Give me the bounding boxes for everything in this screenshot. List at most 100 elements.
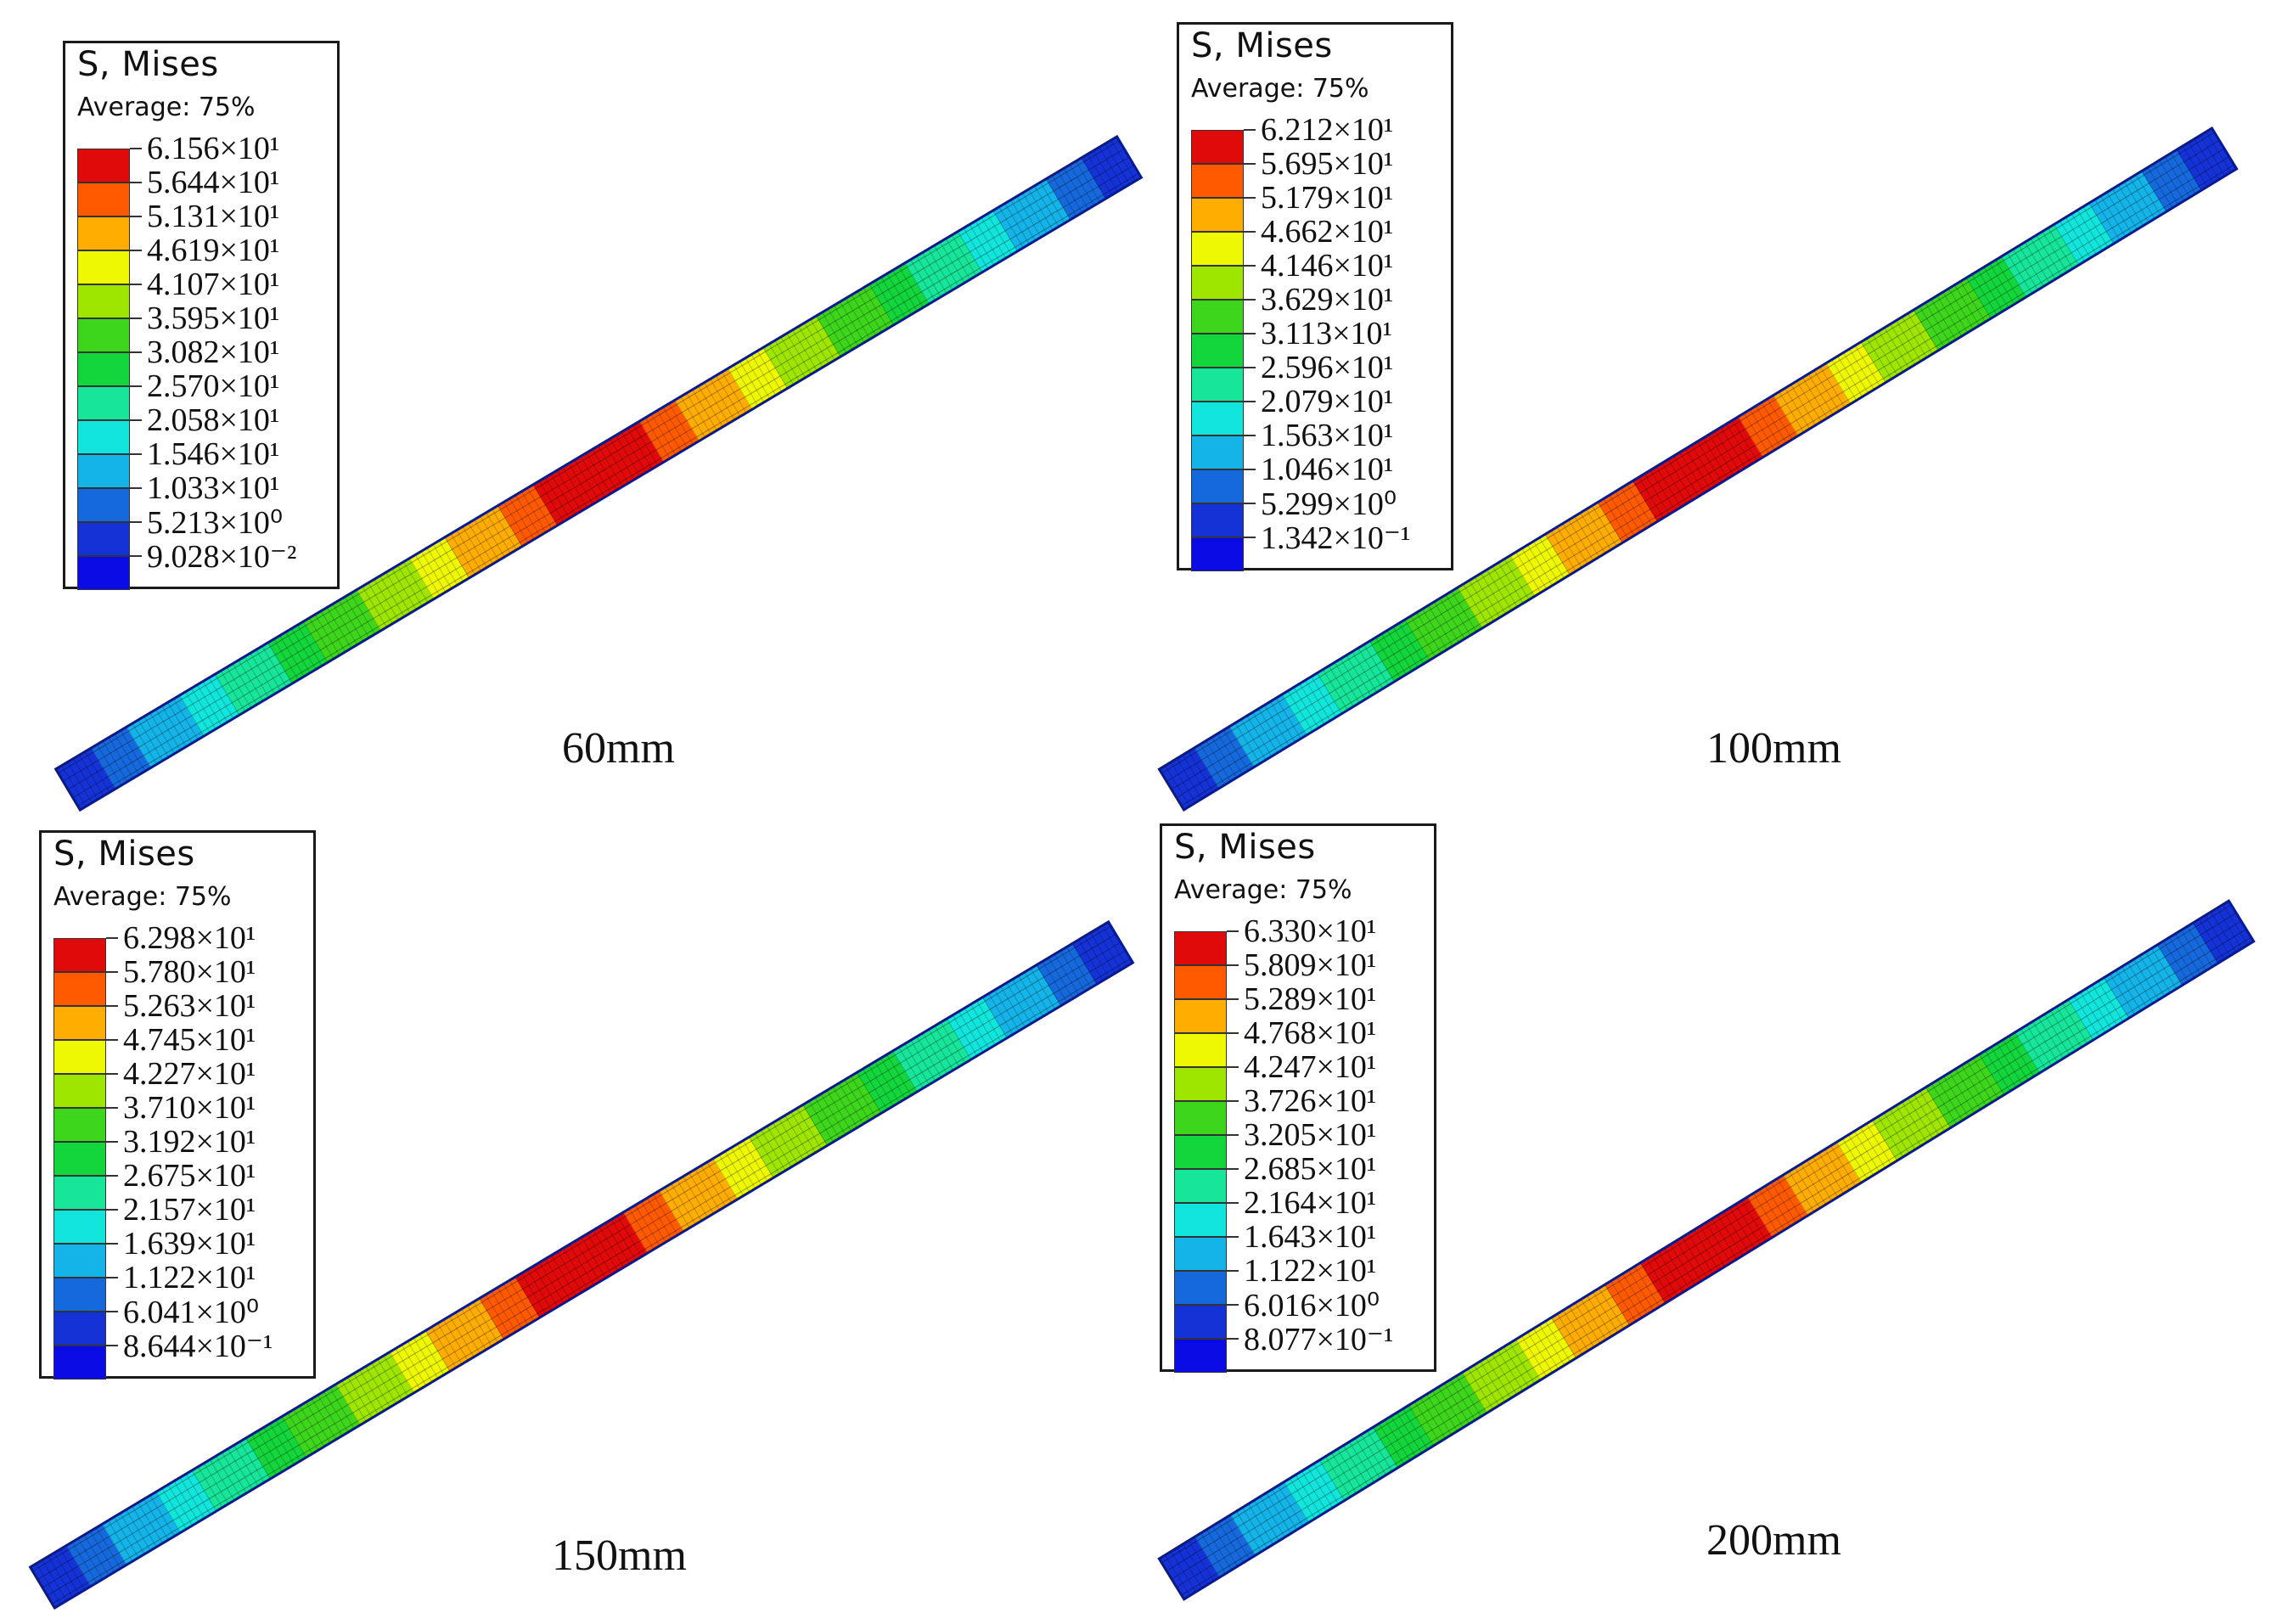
mesh-line bbox=[1848, 348, 1874, 391]
mesh-line bbox=[1467, 1368, 1494, 1410]
mesh-line bbox=[733, 364, 759, 407]
mesh-line bbox=[1181, 164, 2234, 806]
mesh-line bbox=[1486, 569, 1512, 611]
mesh-line bbox=[53, 1552, 80, 1594]
mesh-line bbox=[1077, 939, 1104, 981]
mesh-line bbox=[444, 537, 470, 579]
legend-value-label: 1.342×10⁻¹ bbox=[1244, 520, 1410, 556]
mesh-line bbox=[1012, 979, 1037, 1020]
mesh-line bbox=[1841, 1138, 1869, 1179]
mesh-line bbox=[1045, 178, 1071, 220]
mesh-line bbox=[1936, 1079, 1964, 1121]
mesh-line bbox=[975, 221, 1001, 262]
mesh-line bbox=[1661, 463, 1688, 504]
mesh-line bbox=[2168, 936, 2195, 979]
mesh-line bbox=[2123, 181, 2150, 223]
mesh-line bbox=[305, 1402, 331, 1444]
mesh-line bbox=[293, 1408, 319, 1451]
mesh-line bbox=[706, 1161, 733, 1204]
mesh-line bbox=[1550, 530, 1577, 572]
mesh-line bbox=[71, 1542, 98, 1583]
legend-150mm: S, Mises Average: 75% 6.298×10¹ 5.780×10¹… bbox=[39, 830, 316, 1380]
mesh-line bbox=[742, 1140, 768, 1182]
mesh-line bbox=[1650, 469, 1676, 511]
mesh-line bbox=[674, 400, 700, 441]
mesh-line bbox=[173, 1481, 200, 1522]
mesh-line bbox=[269, 1423, 295, 1465]
color-swatch bbox=[53, 1006, 106, 1040]
mesh-line bbox=[1592, 1291, 1619, 1333]
color-swatch bbox=[1191, 266, 1244, 300]
mesh-line bbox=[1318, 1459, 1346, 1501]
color-bar-labels: 6.156×10¹ 5.644×10¹ 5.131×10¹ 4.619×10¹ 4.10… bbox=[130, 131, 296, 575]
mesh-line bbox=[2150, 947, 2178, 990]
mesh-line bbox=[786, 333, 812, 375]
mesh-line bbox=[1217, 1521, 1245, 1564]
legend-value-label: 5.299×10⁰ bbox=[1244, 486, 1410, 522]
mesh-line bbox=[680, 396, 705, 438]
mesh-line bbox=[718, 1155, 745, 1196]
mesh-line bbox=[1437, 1386, 1464, 1428]
color-swatch bbox=[1174, 1339, 1227, 1373]
mesh-line bbox=[1978, 1054, 2005, 1095]
mesh-line bbox=[251, 1434, 277, 1476]
mesh-line bbox=[810, 318, 835, 361]
legend-value-label: 2.570×10¹ bbox=[130, 368, 296, 404]
mesh-line bbox=[986, 213, 1012, 256]
mesh-line bbox=[424, 1330, 451, 1372]
legend-value-label: 6.298×10¹ bbox=[106, 920, 273, 956]
legend-value-label: 9.028×10⁻² bbox=[130, 539, 296, 575]
mesh-line bbox=[443, 1319, 469, 1361]
mesh-line bbox=[1051, 175, 1077, 216]
mesh-line bbox=[344, 596, 370, 638]
mesh-line bbox=[998, 206, 1024, 249]
mesh-line bbox=[408, 558, 435, 599]
mesh-line bbox=[203, 1463, 229, 1504]
mesh-line bbox=[1030, 968, 1056, 1010]
mesh-line bbox=[845, 298, 871, 340]
mesh-line bbox=[1883, 1112, 1910, 1154]
mesh-line bbox=[868, 1065, 894, 1107]
mesh-line bbox=[1390, 1415, 1417, 1458]
mesh-line bbox=[190, 688, 216, 730]
mesh-line bbox=[1252, 711, 1279, 754]
mesh-line bbox=[261, 645, 287, 688]
color-swatch bbox=[77, 250, 130, 284]
mesh-line bbox=[1497, 1350, 1524, 1391]
mesh-line bbox=[1544, 533, 1571, 576]
color-bar bbox=[1174, 931, 1227, 1373]
mesh-line bbox=[2170, 153, 2196, 194]
mesh-line bbox=[650, 413, 677, 456]
beam-outline bbox=[1157, 899, 2256, 1601]
mesh-line bbox=[155, 1492, 181, 1533]
mesh-line bbox=[1702, 437, 1728, 480]
mesh-line bbox=[1925, 302, 1951, 344]
mesh-line bbox=[436, 1323, 463, 1365]
mesh-line bbox=[1194, 1537, 1221, 1578]
mesh-line bbox=[2024, 242, 2050, 284]
mesh-line bbox=[173, 698, 199, 740]
mesh-line bbox=[739, 361, 765, 403]
mesh-line bbox=[1176, 929, 2247, 1587]
mesh-line bbox=[108, 737, 134, 779]
mesh-line bbox=[1324, 1456, 1352, 1498]
mesh-line bbox=[563, 1247, 588, 1290]
legend-value-label: 5.263×10¹ bbox=[106, 988, 273, 1024]
legend-value-label: 2.685×10¹ bbox=[1227, 1151, 1393, 1187]
mesh-line bbox=[1354, 1437, 1381, 1480]
mesh-line bbox=[1039, 182, 1065, 224]
mesh-line bbox=[1081, 157, 1107, 199]
mesh-line bbox=[1171, 920, 2242, 1580]
mesh-line bbox=[1336, 1448, 1363, 1490]
mesh-line bbox=[1657, 1251, 1684, 1293]
mesh-line bbox=[1743, 413, 1769, 454]
mesh-line bbox=[132, 1505, 157, 1548]
color-bar-labels: 6.298×10¹ 5.780×10¹ 5.263×10¹ 4.745×10¹ 4.22… bbox=[106, 920, 273, 1364]
mesh-line bbox=[1726, 423, 1752, 465]
mesh-line bbox=[1526, 1331, 1554, 1374]
mesh-line bbox=[2071, 213, 2097, 255]
mesh-line bbox=[1515, 551, 1542, 593]
mesh-line bbox=[89, 1531, 115, 1573]
mesh-line bbox=[1847, 1134, 1874, 1176]
color-swatch bbox=[1174, 1305, 1227, 1339]
